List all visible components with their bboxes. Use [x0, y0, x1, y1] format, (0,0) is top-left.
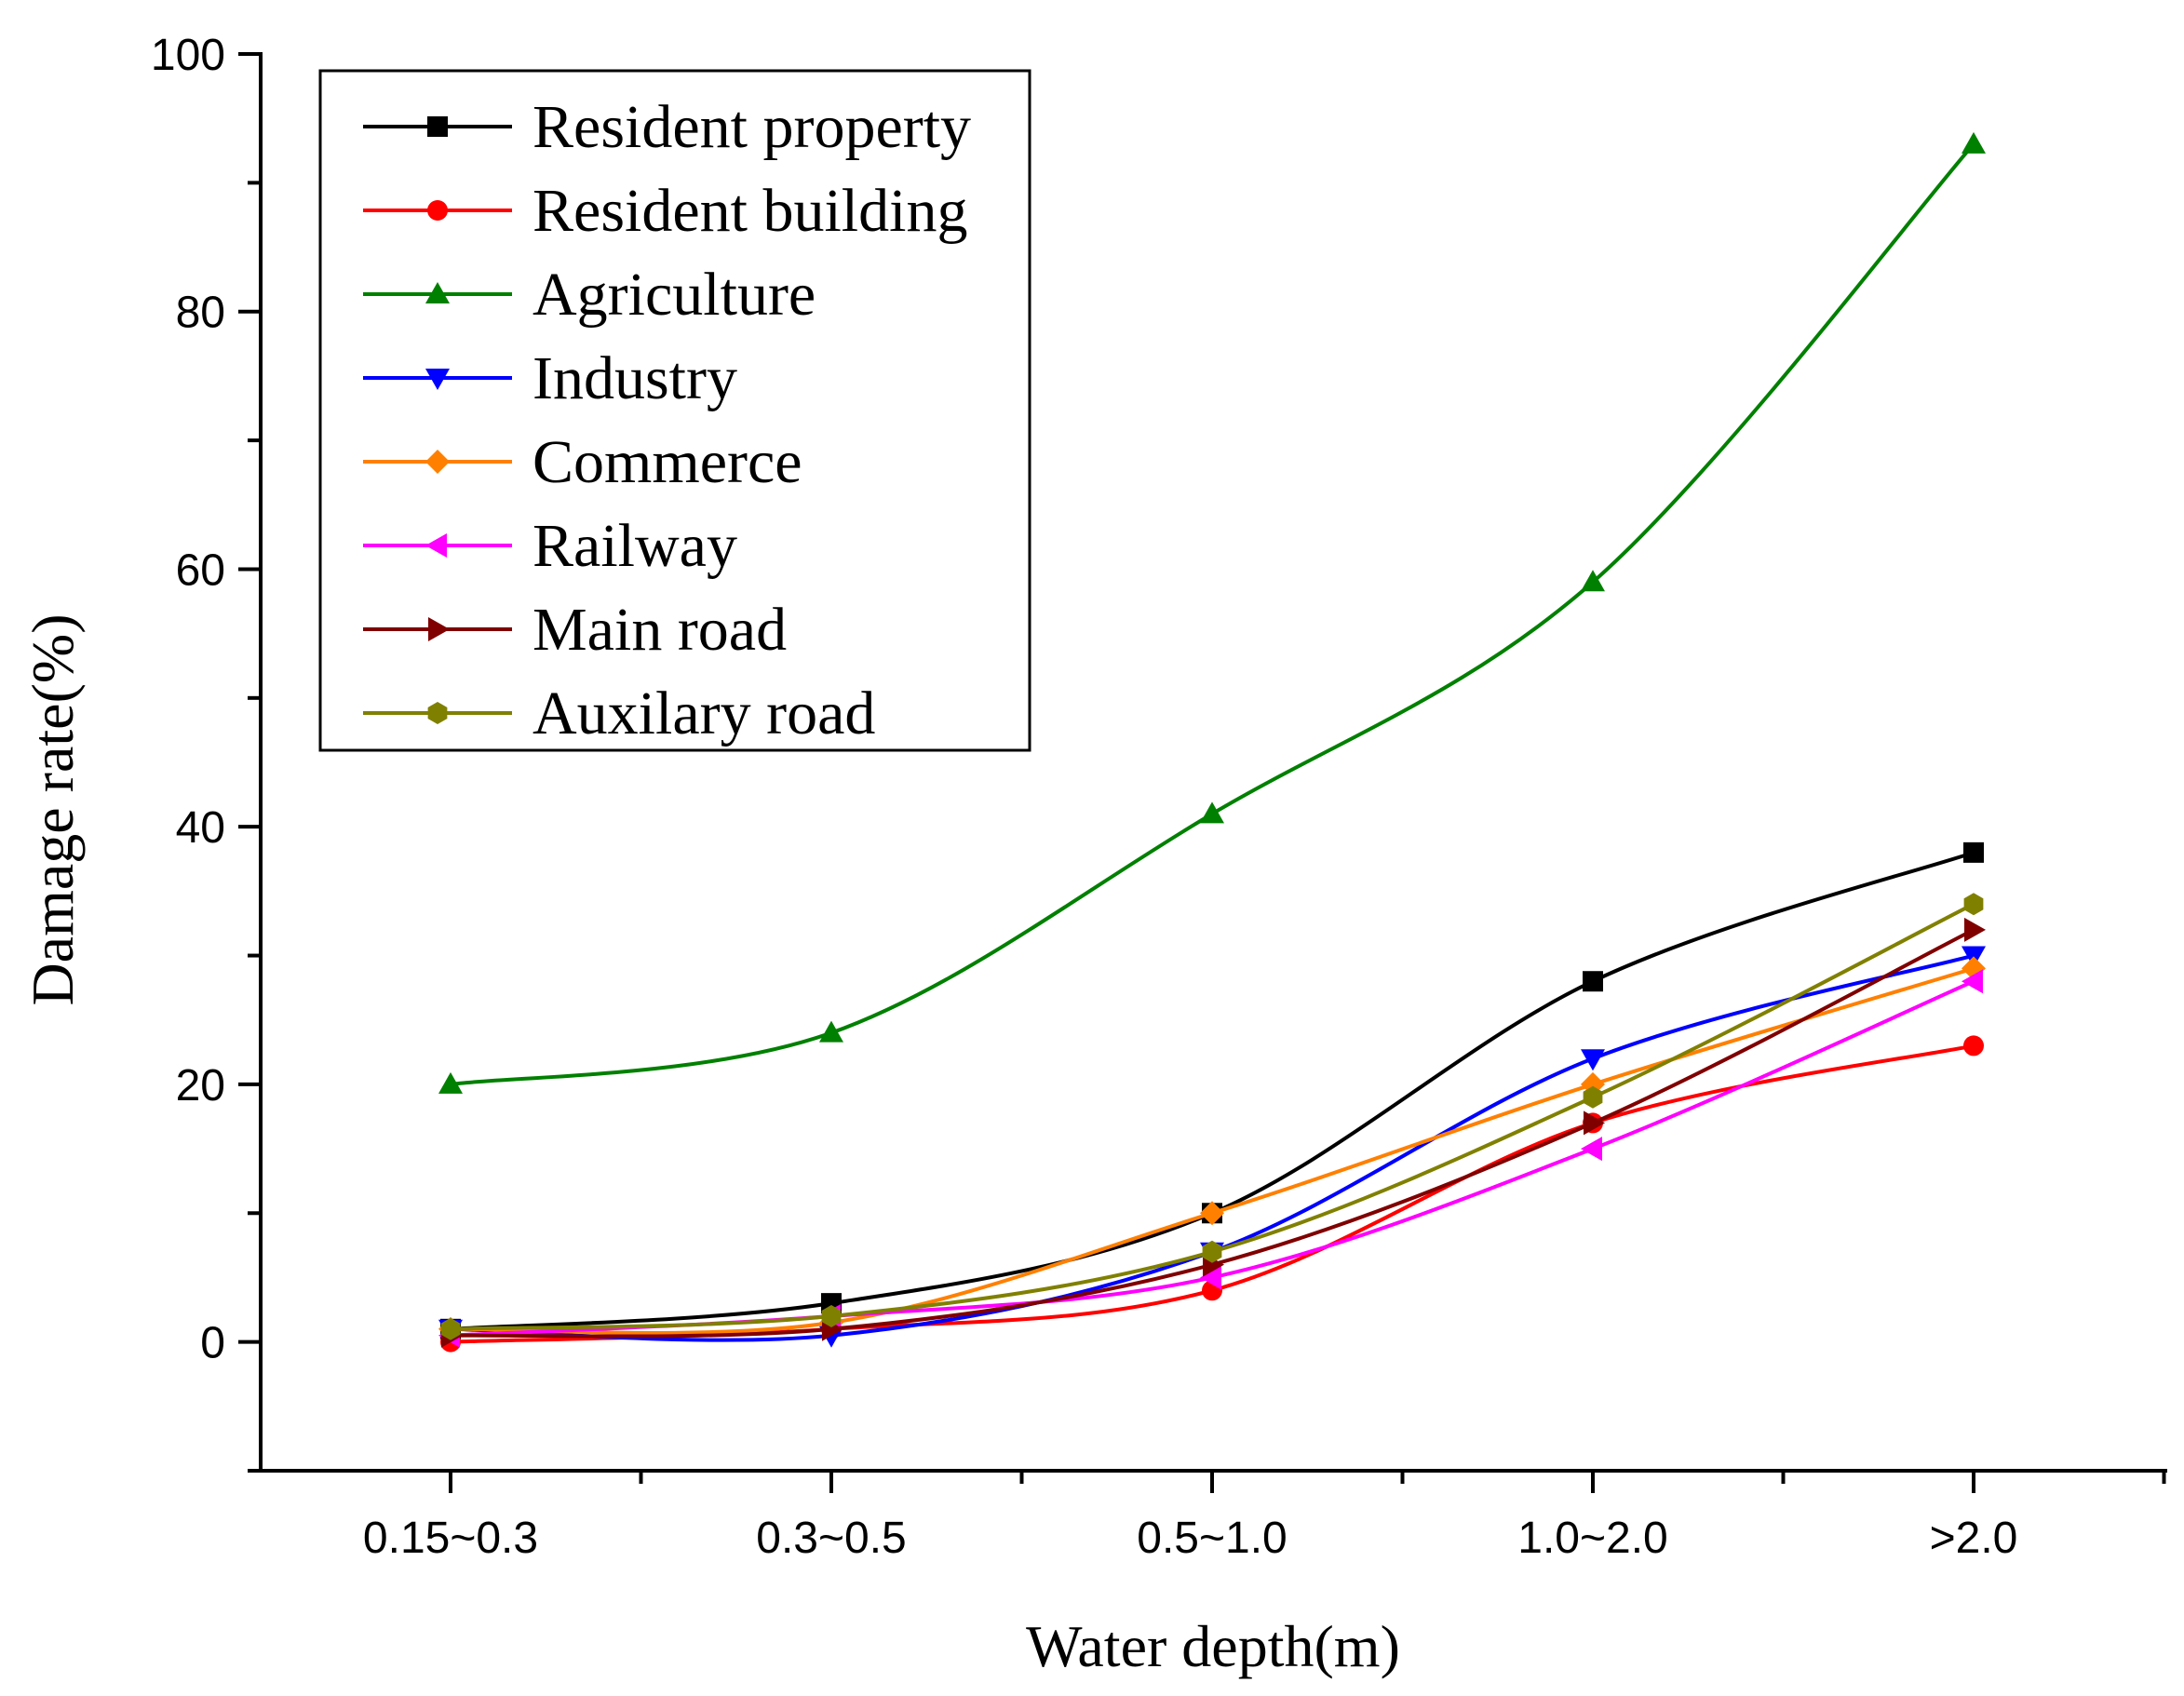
series-layer	[438, 131, 1986, 1353]
data-point	[1583, 971, 1603, 992]
y-tick-label: 80	[176, 289, 225, 338]
legend-label: Railway	[533, 512, 737, 580]
axes: 0 20 40 60 80 100 0.15~0.3 0.3~0.5 0.5~1.0 1.0~2.…	[151, 31, 2167, 1563]
y-tick-label: 20	[176, 1061, 225, 1110]
legend: Resident property Resident building Agricu…	[318, 69, 1031, 752]
data-point	[1202, 1240, 1222, 1263]
data-point	[1963, 1035, 1984, 1057]
y-tick-label: 40	[176, 803, 225, 853]
legend-label: Main road	[533, 596, 787, 664]
legend-marker	[427, 116, 448, 137]
data-point	[1200, 801, 1224, 824]
legend-item: Railway	[363, 512, 737, 580]
legend-marker	[428, 617, 450, 641]
data-point	[819, 1020, 843, 1043]
y-tick-label: 100	[151, 31, 225, 80]
legend-label: Resident property	[533, 93, 971, 161]
legend-item: Commerce	[363, 428, 802, 496]
x-axis-title: Water depth(m)	[1026, 1613, 1400, 1679]
data-point	[1200, 1201, 1224, 1226]
data-point	[1963, 841, 1984, 863]
x-tick-label: >2.0	[1930, 1514, 2018, 1563]
legend-label: Industry	[533, 344, 737, 412]
data-point	[1581, 1137, 1602, 1162]
legend-label: Auxilary road	[533, 680, 875, 747]
legend-item: Main road	[363, 596, 787, 664]
legend-marker	[425, 282, 450, 303]
legend-marker	[427, 200, 448, 221]
legend-marker	[425, 369, 450, 390]
legend-item: Auxilary road	[363, 680, 875, 747]
x-tick-label: 0.5~1.0	[1137, 1514, 1287, 1563]
legend-label: Agriculture	[533, 261, 816, 329]
legend-label: Resident building	[533, 177, 967, 245]
y-axis-title: Damage rate(%)	[20, 613, 86, 1005]
legend-item: Agriculture	[363, 261, 816, 329]
data-point	[1963, 893, 1984, 916]
y-tick-label: 60	[176, 545, 225, 595]
data-point	[1581, 570, 1605, 592]
series-agriculture	[438, 131, 1986, 1094]
x-tick-label: 0.15~0.3	[363, 1514, 538, 1563]
legend-item: Resident building	[363, 177, 967, 245]
data-point	[1964, 917, 1986, 942]
data-point	[1581, 1049, 1605, 1071]
series-auxilary-road	[440, 893, 1984, 1340]
legend-marker	[425, 533, 447, 558]
x-tick-label: 1.0~2.0	[1517, 1514, 1667, 1563]
legend-item: Industry	[363, 344, 737, 412]
legend-marker	[425, 450, 450, 474]
data-point	[1200, 1265, 1221, 1290]
x-tick-label: 0.3~0.5	[756, 1514, 906, 1563]
series-line	[450, 142, 1975, 1086]
data-point	[438, 1071, 463, 1094]
data-point	[1584, 1110, 1605, 1136]
data-point	[1962, 969, 1983, 994]
legend-marker	[427, 702, 448, 724]
legend-label: Commerce	[533, 428, 802, 496]
data-point	[1962, 131, 1986, 154]
y-tick-label: 0	[200, 1319, 225, 1368]
data-point	[821, 1304, 842, 1327]
data-point	[440, 1317, 461, 1340]
legend-item: Resident property	[363, 93, 971, 161]
legend-box	[318, 69, 1031, 752]
data-point	[1583, 1085, 1603, 1109]
